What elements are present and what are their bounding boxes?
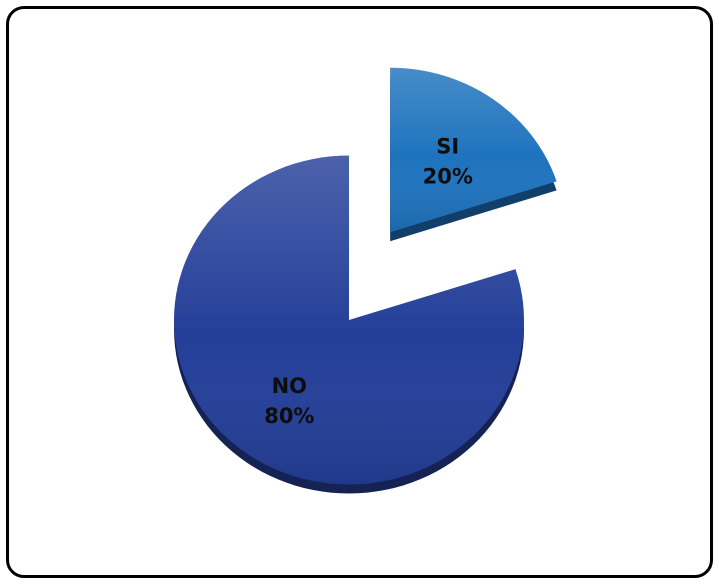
slice-category-label-si: SI — [436, 135, 459, 159]
slice-percent-label-no: 80% — [264, 404, 314, 428]
pie-slice-shade-no — [173, 155, 525, 485]
pie-labels: SI 20% NO 80% — [264, 135, 473, 428]
pie-slices — [173, 67, 557, 494]
slice-category-label-no: NO — [272, 374, 307, 398]
pie-slice-shade-si — [390, 67, 557, 233]
slice-percent-label-si: 20% — [423, 165, 473, 189]
